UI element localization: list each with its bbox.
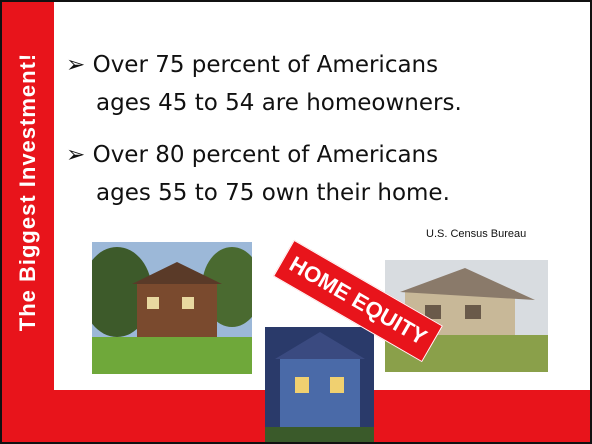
slide: The Biggest Investment! ➢ Over 75 percen… — [0, 0, 592, 444]
source: U.S. Census Bureau — [426, 228, 526, 240]
house-photo — [92, 242, 252, 374]
bullet-text: Over 75 percent of Americans — [93, 52, 439, 78]
bullet-text: ages 55 to 75 own their home. — [66, 174, 450, 212]
bullet: ➢ Over 75 percent of Americans ages 45 t… — [66, 46, 462, 122]
bullet-text: ages 45 to 54 are homeowners. — [66, 84, 462, 122]
house-photo — [265, 327, 374, 444]
bullet: ➢ Over 80 percent of Americans ages 55 t… — [66, 136, 450, 212]
side-title: The Biggest Investment! — [15, 53, 41, 331]
bullet-text: Over 80 percent of Americans — [93, 142, 439, 168]
